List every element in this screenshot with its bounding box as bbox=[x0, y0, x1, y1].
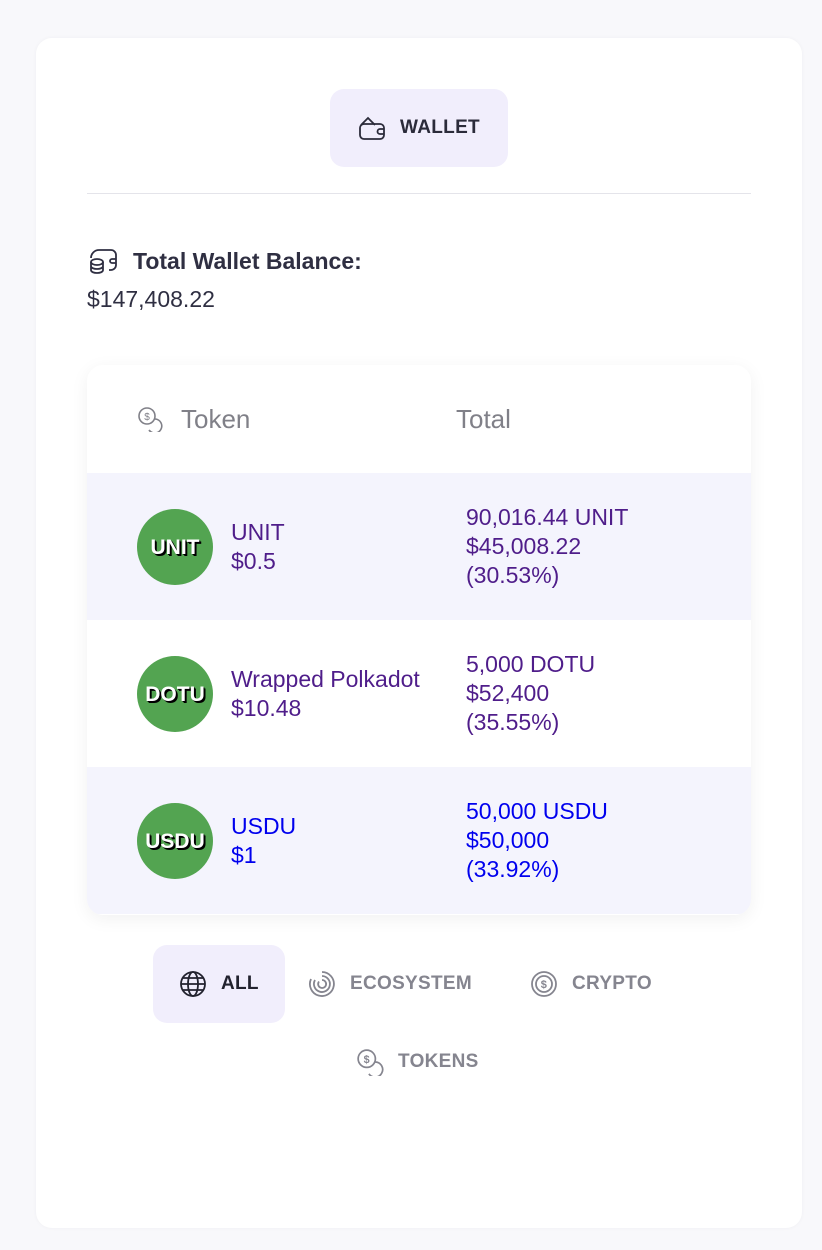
tab-ecosystem-label: ECOSYSTEM bbox=[350, 973, 472, 994]
balance-title: Total Wallet Balance: bbox=[87, 246, 362, 276]
svg-text:$: $ bbox=[541, 979, 547, 991]
wallet-coins-icon bbox=[90, 249, 117, 274]
ecosystem-icon bbox=[309, 971, 335, 997]
token-name-cell: USDU $1 bbox=[231, 812, 296, 870]
tab-tokens[interactable]: $ TOKENS bbox=[330, 1023, 505, 1101]
token-amount: 5,000 DOTU bbox=[466, 651, 596, 677]
balance-title-text: Total Wallet Balance: bbox=[133, 247, 362, 274]
tab-crypto[interactable]: $ CRYPTO bbox=[504, 945, 678, 1023]
globe-icon bbox=[180, 971, 206, 997]
token-price: $1 bbox=[231, 842, 257, 868]
token-total-cell: 5,000 DOTU $52,400 (35.55%) bbox=[466, 650, 595, 737]
token-amount: 50,000 USDU bbox=[466, 798, 608, 824]
wallet-card: WALLET Total Wallet Balance: $147,408.22… bbox=[36, 38, 802, 1228]
tab-crypto-label: CRYPTO bbox=[572, 973, 652, 994]
svg-text:$: $ bbox=[364, 1054, 370, 1066]
tab-all[interactable]: ALL bbox=[153, 945, 285, 1023]
tab-tokens-label: TOKENS bbox=[398, 1051, 479, 1072]
token-logo: UNIT bbox=[137, 509, 213, 585]
token-share: (35.55%) bbox=[466, 709, 560, 735]
table-row[interactable]: UNIT UNIT $0.5 90,016.44 UNIT $45,008.22 (3… bbox=[87, 473, 751, 620]
balance-value: $147,408.22 bbox=[87, 286, 215, 312]
token-name-cell: Wrapped Polkadot $10.48 bbox=[231, 665, 420, 723]
token-logo: USDU bbox=[137, 803, 213, 879]
column-token-label: Token bbox=[181, 403, 251, 434]
dollar-circle-icon: $ bbox=[531, 971, 557, 997]
token-total-cell: 50,000 USDU $50,000 (33.92%) bbox=[466, 797, 608, 884]
token-value: $45,008.22 bbox=[466, 533, 582, 559]
column-token: $ Token bbox=[137, 404, 250, 435]
coins-icon: $ bbox=[357, 1049, 384, 1076]
wallet-button[interactable]: WALLET bbox=[330, 89, 508, 167]
token-price: $0.5 bbox=[231, 548, 276, 574]
token-price: $10.48 bbox=[231, 695, 302, 721]
table-row[interactable]: USDU USDU $1 50,000 USDU $50,000 (33.92%) bbox=[87, 767, 751, 914]
token-share: (30.53%) bbox=[466, 562, 560, 588]
wallet-label: WALLET bbox=[400, 117, 480, 138]
token-logo: DOTU bbox=[137, 656, 213, 732]
token-total-cell: 90,016.44 UNIT $45,008.22 (30.53%) bbox=[466, 503, 628, 590]
tab-ecosystem[interactable]: ECOSYSTEM bbox=[282, 945, 498, 1023]
token-table: $ Token Total UNIT UNIT $0.5 90,016.44 UN… bbox=[87, 365, 751, 915]
svg-text:$: $ bbox=[144, 412, 150, 423]
divider bbox=[87, 193, 751, 194]
token-name-cell: UNIT $0.5 bbox=[231, 518, 285, 576]
column-total: Total bbox=[456, 403, 511, 434]
token-amount: 90,016.44 UNIT bbox=[466, 504, 629, 530]
token-share: (33.92%) bbox=[466, 856, 560, 882]
coins-icon: $ bbox=[138, 407, 163, 432]
table-header: $ Token Total bbox=[87, 365, 751, 473]
token-value: $52,400 bbox=[466, 680, 550, 706]
token-name: Wrapped Polkadot bbox=[231, 666, 420, 692]
token-name: UNIT bbox=[231, 519, 285, 545]
token-name: USDU bbox=[231, 813, 297, 839]
tab-all-label: ALL bbox=[221, 973, 259, 994]
table-row[interactable]: DOTU Wrapped Polkadot $10.48 5,000 DOTU $5… bbox=[87, 620, 751, 767]
wallet-icon bbox=[359, 116, 385, 140]
token-value: $50,000 bbox=[466, 827, 550, 853]
